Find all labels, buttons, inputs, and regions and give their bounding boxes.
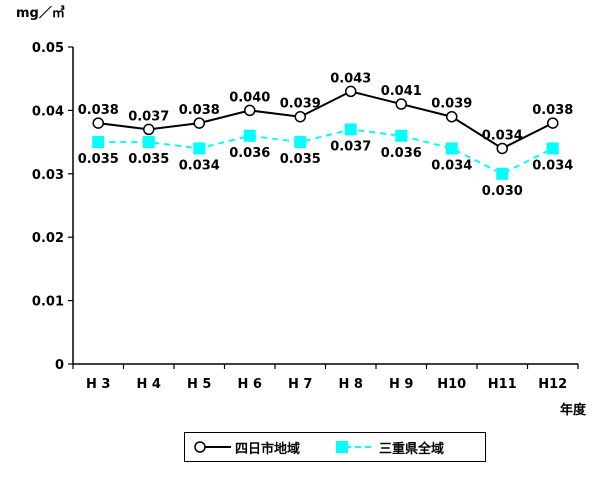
data-label: 0.035 (280, 152, 321, 167)
data-point-circle (496, 142, 508, 155)
chart-series (92, 85, 559, 180)
x-tick-label: H12 (538, 377, 567, 392)
data-label: 0.038 (78, 103, 119, 118)
data-point-circle (345, 85, 357, 98)
data-point-circle (92, 117, 104, 129)
data-point-square (496, 167, 509, 180)
data-point-square (344, 123, 357, 136)
x-tick-label: H 4 (137, 377, 161, 392)
y-tick-label: 0.03 (32, 168, 64, 183)
data-label: 0.038 (532, 103, 573, 118)
chart-legend: 四日市地域 三重県全域 (184, 432, 486, 462)
y-tick-label: 0.05 (32, 41, 64, 56)
data-point-square (294, 136, 307, 149)
data-label: 0.034 (482, 128, 523, 143)
x-tick-label: H 6 (238, 377, 262, 392)
data-point-square (546, 142, 559, 155)
data-point-square (395, 129, 408, 142)
legend-label-series-2: 三重県全域 (379, 441, 445, 457)
data-point-circle (193, 117, 205, 129)
data-label: 0.036 (381, 146, 422, 161)
legend-item-series-2: 三重県全域 (335, 433, 444, 461)
legend-label-series-1: 四日市地域 (235, 441, 301, 457)
x-tick-label: H 7 (288, 377, 312, 392)
data-point-circle (143, 123, 155, 136)
x-tick-label: H11 (488, 377, 517, 392)
data-point-circle (547, 117, 559, 129)
data-label: 0.041 (381, 84, 422, 99)
data-label: 0.036 (229, 146, 270, 161)
x-tick-label: H10 (437, 377, 466, 392)
series-line-1 (98, 90, 554, 150)
x-axis-label: 年度 (560, 403, 587, 418)
data-point-square (193, 142, 206, 155)
legend-item-series-1: 四日市地域 (193, 433, 300, 461)
x-tick-label: H 9 (389, 377, 413, 392)
data-point-square (445, 142, 458, 155)
data-label: 0.040 (229, 90, 270, 105)
y-tick-label: 0.02 (32, 231, 64, 246)
data-point-circle (294, 110, 306, 123)
y-tick-label: 0.01 (32, 295, 64, 310)
legend-marker-open-circle-icon (194, 441, 231, 453)
data-point-square (243, 129, 256, 142)
x-axis-ticks: H 3 H 4 H 5 H 6 H 7 H 8 H 9 H10 H11 H12 (72, 364, 579, 392)
y-axis-ticks: 0 0.01 0.02 0.03 0.04 0.05 (32, 41, 73, 373)
data-point-circle (395, 98, 407, 110)
y-tick-label: 0 (55, 358, 64, 373)
data-point-circle (446, 110, 458, 123)
data-label: 0.039 (431, 97, 472, 112)
x-tick-label: H 5 (187, 377, 211, 392)
chart-data-labels: 0.038 0.037 0.038 0.040 0.039 0.043 0.041 0.039… (78, 71, 574, 198)
data-label: 0.037 (330, 139, 371, 154)
data-label: 0.034 (179, 158, 220, 173)
y-tick-label: 0.04 (32, 104, 64, 119)
series-line-2 (98, 128, 554, 175)
x-tick-label: H 8 (339, 377, 363, 392)
data-label: 0.035 (128, 152, 169, 167)
y-axis-unit-label: mg／㎥ (16, 6, 65, 21)
data-label: 0.034 (532, 158, 573, 173)
data-label: 0.037 (128, 109, 169, 124)
chart-axes (72, 47, 578, 365)
data-label: 0.030 (482, 184, 523, 199)
data-label: 0.035 (78, 152, 119, 167)
x-tick-label: H 3 (86, 377, 110, 392)
data-point-square (142, 136, 155, 149)
data-label: 0.034 (431, 158, 472, 173)
data-label: 0.043 (330, 71, 371, 86)
data-point-circle (244, 104, 256, 117)
data-point-square (92, 136, 105, 149)
data-label: 0.038 (179, 103, 220, 118)
legend-marker-filled-square-icon (336, 441, 375, 453)
data-label: 0.039 (280, 97, 321, 112)
